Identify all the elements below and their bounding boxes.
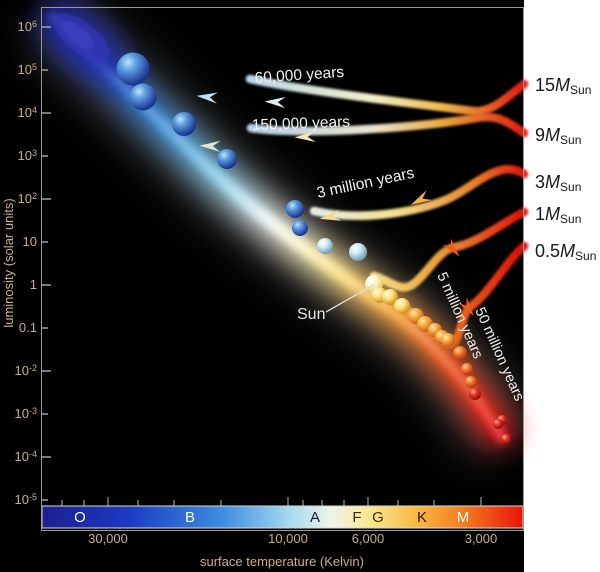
svg-text:9MSun: 9MSun bbox=[535, 125, 581, 147]
svg-text:30,000: 30,000 bbox=[88, 531, 128, 546]
svg-text:105: 105 bbox=[18, 62, 37, 77]
svg-text:104: 104 bbox=[18, 105, 37, 120]
svg-text:10-2: 10-2 bbox=[15, 363, 37, 378]
svg-text:1MSun: 1MSun bbox=[535, 204, 581, 226]
svg-text:103: 103 bbox=[18, 148, 37, 163]
svg-text:1: 1 bbox=[30, 277, 37, 292]
svg-text:surface temperature (Kelvin): surface temperature (Kelvin) bbox=[200, 554, 364, 569]
svg-text:luminosity (solar units): luminosity (solar units) bbox=[1, 198, 16, 327]
svg-text:6,000: 6,000 bbox=[352, 531, 385, 546]
svg-text:10,000: 10,000 bbox=[268, 531, 308, 546]
svg-text:3,000: 3,000 bbox=[465, 531, 498, 546]
svg-text:10-5: 10-5 bbox=[15, 492, 37, 507]
svg-text:10-4: 10-4 bbox=[15, 449, 37, 464]
svg-text:10: 10 bbox=[23, 234, 37, 249]
svg-text:0.1: 0.1 bbox=[19, 320, 37, 335]
svg-text:15MSun: 15MSun bbox=[535, 75, 591, 97]
svg-text:3MSun: 3MSun bbox=[535, 172, 581, 194]
svg-text:10-3: 10-3 bbox=[15, 406, 37, 421]
svg-text:0.5MSun: 0.5MSun bbox=[535, 241, 596, 263]
svg-text:102: 102 bbox=[18, 191, 37, 206]
